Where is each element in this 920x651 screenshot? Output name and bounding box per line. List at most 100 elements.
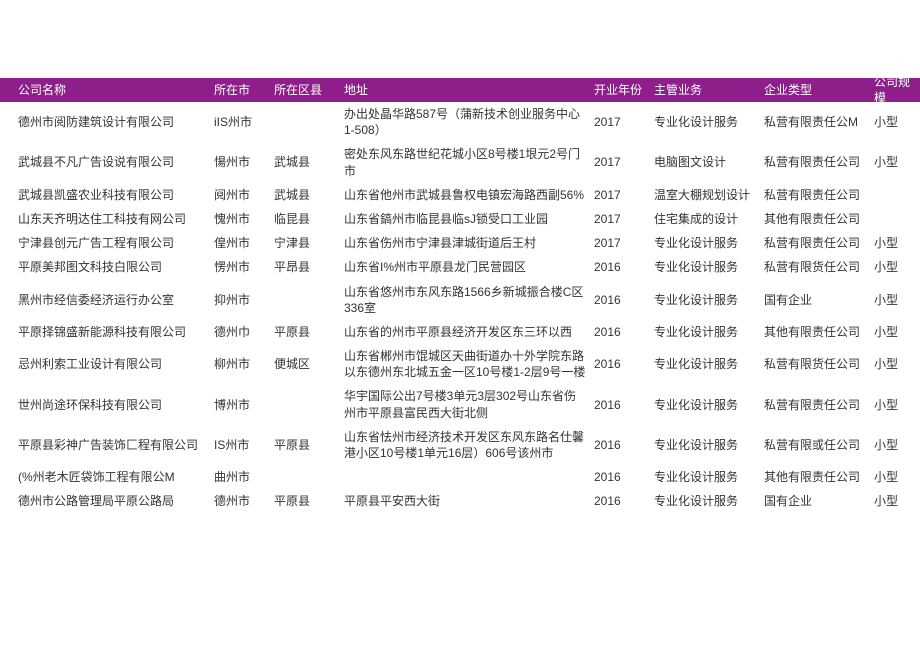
cell-county [270,473,340,481]
cell-county: 宁津县 [270,231,340,255]
cell-year: 2017 [590,183,650,207]
cell-addr: 山东省I%州市平原县龙门民营园区 [340,255,590,279]
col-header-city: 所在市 [210,78,270,102]
cell-city: iIS州市 [210,110,270,134]
cell-year: 2016 [590,393,650,417]
cell-scale: 小型 [870,433,920,457]
cell-type: 其他有限责任公司 [760,320,870,344]
cell-type: 私营有限责任公司 [760,393,870,417]
cell-addr: 山东省他州市武城县鲁权电镇宏海路西副56% [340,183,590,207]
table-row: 平原择锦盛新能源科技有限公司德州巾平原县山东省的州市平原县经济开发区东三环以西2… [0,320,920,344]
cell-biz: 专业化设计服务 [650,433,760,457]
cell-name: 平原县彩神广告装饰匚程有限公司 [0,433,210,457]
cell-type: 国有企业 [760,288,870,312]
cell-addr [340,473,590,481]
table-row: 武城县凯盛农业科技有限公司阋州市武城县山东省他州市武城县鲁权电镇宏海路西副56%… [0,183,920,207]
table-row: 武城县不凡广告设说有限公司愓州市武城县密处东风东路世纪花城小区8号楼1垠元2号门… [0,142,920,182]
cell-biz: 电脑图文设计 [650,150,760,174]
cell-biz: 专业化设计服务 [650,465,760,489]
cell-county: 临昆县 [270,207,340,231]
cell-city: 抑州市 [210,288,270,312]
cell-year: 2016 [590,320,650,344]
cell-year: 2016 [590,489,650,513]
cell-scale: 小型 [870,110,920,134]
cell-addr: 华宇国际公出7号楼3单元3层302号山东省伤州市平原县富民西大街北侧 [340,384,590,424]
cell-scale: 小型 [870,489,920,513]
cell-scale: 小型 [870,320,920,344]
cell-name: 武城县凯盛农业科技有限公司 [0,183,210,207]
cell-county: 平原县 [270,320,340,344]
cell-scale [870,191,920,199]
cell-name: 德州市公路管理局平原公路局 [0,489,210,513]
table-row: 世州尚途环保科技有限公司博州市 华宇国际公出7号楼3单元3层302号山东省伤州市平… [0,384,920,424]
cell-city: 偟州市 [210,231,270,255]
cell-name: 黑州市经信委经济运行办公室 [0,288,210,312]
col-header-county: 所在区县 [270,78,340,102]
col-header-biz: 主管业务 [650,78,760,102]
table-row: 黑州市经信委经济运行办公室抑州市山东省悠州市东风东路1566乡新城振合楼C区33… [0,280,920,320]
table-row: (%州老木匠袋饰工程有限公M曲州市2016专业化设计服务其他有限责任公司小型 [0,465,920,489]
col-header-type: 企业类型 [760,78,870,102]
cell-biz: 专业化设计服务 [650,231,760,255]
table-body: 德州市阅防建筑设计有限公司iIS州市办出处晶华路587号（蒲新技术创业服务中心1… [0,102,920,514]
cell-name: 山东天齐明达住工科技有网公司 [0,207,210,231]
cell-city: 曲州市 [210,465,270,489]
cell-biz: 专业化设计服务 [650,110,760,134]
cell-type: 私营有限责任公司 [760,150,870,174]
cell-city: 柳州市 [210,352,270,376]
cell-type: 私营有限货任公司 [760,255,870,279]
cell-scale: 小型 [870,288,920,312]
cell-type: 私营有限责任公司 [760,231,870,255]
table-row: 山东天齐明达住工科技有网公司愧州市临昆县山东省鎬州市临昆县临sJ锁受口工业园20… [0,207,920,231]
cell-name: 平原美邦图文科技白限公司 [0,255,210,279]
cell-county: 平原县 [270,433,340,457]
cell-addr: 山东省郴州市馄城区天曲街道办十外学院东路以东德州东北城五金一区10号楼1-2层9… [340,344,590,384]
cell-county: 平原县 [270,489,340,513]
cell-name: 世州尚途环保科技有限公司 [0,393,210,417]
cell-biz: 专业化设计服务 [650,255,760,279]
cell-year: 2016 [590,288,650,312]
table-header-row: 公司名称 所在市 所在区县 地址 开业年份 主管业务 企业类型 公司规模 [0,78,920,102]
cell-city: 德州市 [210,489,270,513]
cell-name: 忌州利索工业设计有限公司 [0,352,210,376]
cell-type: 私营有限责任公司 [760,183,870,207]
cell-type: 私营有限货任公司 [760,352,870,376]
cell-county: 武城县 [270,183,340,207]
table-row: 平原县彩神广告装饰匚程有限公司IS州市平原县山东省怯州市经济技术开发区东风东路名… [0,425,920,465]
cell-year: 2016 [590,465,650,489]
cell-year: 2017 [590,150,650,174]
cell-year: 2016 [590,433,650,457]
cell-county: 武城县 [270,150,340,174]
cell-addr: 山东省怯州市经济技术开发区东风东路名仕馨港小区10号楼1单元16层）606号该州… [340,425,590,465]
cell-type: 私营有限或任公司 [760,433,870,457]
table-row: 平原美邦图文科技白限公司愣州市平昂县山东省I%州市平原县龙门民营园区2016专业… [0,255,920,279]
cell-name: 平原择锦盛新能源科技有限公司 [0,320,210,344]
cell-city: 博州市 [210,393,270,417]
cell-addr: 办出处晶华路587号（蒲新技术创业服务中心1-508） [340,102,590,142]
cell-year: 2016 [590,352,650,376]
cell-county [270,118,340,126]
cell-biz: 专业化设计服务 [650,489,760,513]
cell-biz: 专业化设计服务 [650,352,760,376]
cell-scale [870,215,920,223]
cell-type: 国有企业 [760,489,870,513]
cell-year: 2017 [590,207,650,231]
cell-biz: 专业化设计服务 [650,320,760,344]
cell-name: 宁津县创元广告工程有限公司 [0,231,210,255]
cell-city: 愓州市 [210,150,270,174]
cell-city: 德州巾 [210,320,270,344]
col-header-year: 开业年份 [590,78,650,102]
cell-scale: 小型 [870,352,920,376]
cell-county [270,401,340,409]
cell-addr: 山东省的州市平原县经济开发区东三环以西 [340,320,590,344]
table-row: 宁津县创元广告工程有限公司偟州市宁津县山东省伤州市宁津县津城街道后王村2017专… [0,231,920,255]
cell-addr: 平原县平安西大街 [340,489,590,513]
cell-scale: 小型 [870,150,920,174]
cell-type: 其他有限责任公司 [760,465,870,489]
cell-type: 私营有限责任公M [760,110,870,134]
cell-county [270,296,340,304]
cell-biz: 专业化设计服务 [650,393,760,417]
cell-city: 愣州市 [210,255,270,279]
cell-addr: 密处东风东路世纪花城小区8号楼1垠元2号门市 [340,142,590,182]
cell-city: 阋州市 [210,183,270,207]
